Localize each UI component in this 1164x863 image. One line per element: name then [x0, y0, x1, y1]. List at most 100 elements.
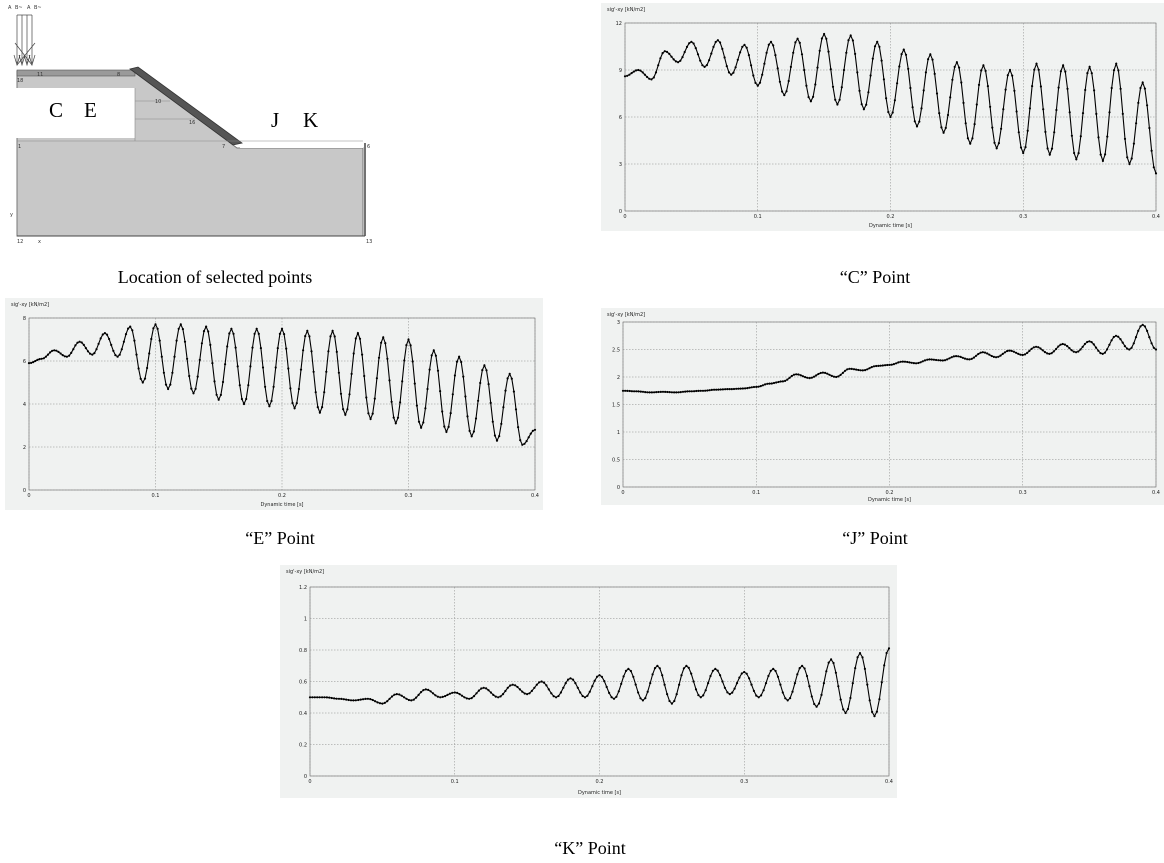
data-point [772, 381, 776, 385]
data-point [249, 365, 252, 368]
data-point [407, 698, 410, 702]
data-point [929, 53, 932, 56]
data-point [347, 698, 350, 702]
data-point [721, 388, 724, 391]
data-point [65, 355, 68, 358]
data-point [358, 337, 362, 340]
data-point [86, 350, 90, 353]
data-point [977, 83, 981, 86]
data-point [110, 343, 113, 346]
data-point [228, 332, 231, 335]
cut-region-right [240, 143, 363, 148]
data-point [403, 696, 406, 699]
data-point [369, 698, 372, 701]
data-point [1039, 85, 1042, 88]
data-point [728, 388, 731, 391]
data-point [559, 691, 562, 694]
data-point [627, 667, 630, 670]
data-point [451, 691, 454, 694]
data-point [533, 686, 536, 689]
chart-e: 0 0.1 0.2 0.3 0.4 0 2 4 6 8 sig'-xy [kN/m2] Dynamic… [11, 302, 539, 508]
data-point [533, 428, 537, 431]
data-point [818, 49, 821, 52]
data-point [424, 688, 427, 691]
data-point [815, 374, 818, 377]
data-point [980, 69, 983, 72]
data-point [930, 358, 933, 361]
data-point [46, 353, 50, 356]
data-point [628, 389, 631, 393]
data-point [679, 59, 682, 62]
data-point [951, 78, 954, 81]
data-point [344, 413, 347, 416]
data-point [768, 382, 771, 385]
data-point [91, 353, 94, 356]
data-point [705, 64, 708, 67]
data-point [255, 327, 258, 330]
data-point [834, 98, 837, 101]
data-point [900, 53, 903, 56]
data-point [871, 710, 874, 713]
data-point [562, 686, 565, 689]
data-point [34, 359, 37, 363]
data-point [822, 682, 826, 685]
data-point [869, 74, 872, 77]
data-point [891, 111, 894, 114]
data-point [716, 669, 719, 672]
data-point [342, 698, 345, 701]
data-point [788, 376, 791, 379]
data-point [1003, 351, 1007, 354]
data-point [752, 689, 755, 692]
data-point [798, 41, 801, 45]
data-point [876, 40, 879, 43]
data-point [738, 676, 741, 679]
data-point [200, 342, 203, 345]
data-point [979, 351, 982, 354]
data-point [1088, 65, 1091, 68]
x-tick-label: 0.3 [405, 493, 413, 499]
data-point [962, 101, 965, 104]
data-point [318, 411, 321, 414]
data-point [230, 327, 233, 330]
data-point [57, 350, 60, 353]
data-point [517, 426, 520, 429]
data-point [238, 384, 241, 387]
data-point [767, 43, 770, 46]
data-point [681, 56, 684, 59]
data-point [350, 372, 353, 375]
data-point [800, 53, 804, 56]
data-point [384, 342, 387, 345]
data-point [1042, 108, 1045, 111]
data-point [306, 329, 309, 332]
data-point [774, 54, 777, 57]
data-point [825, 670, 828, 673]
data-point [678, 683, 681, 686]
data-point [127, 327, 130, 330]
x-tick-label: 0.1 [754, 214, 762, 220]
data-point [1084, 88, 1087, 92]
data-point [1141, 323, 1144, 326]
data-point [1117, 335, 1120, 338]
data-point [858, 89, 861, 92]
data-point [648, 77, 651, 80]
data-point [723, 56, 726, 59]
data-point [152, 327, 155, 330]
data-point [1094, 346, 1098, 349]
data-point [784, 379, 787, 382]
data-point [837, 375, 840, 378]
data-point [148, 352, 151, 355]
data-point [725, 65, 728, 68]
x-tick-label: 0.3 [1019, 214, 1027, 220]
data-point [845, 51, 848, 54]
data-point [527, 436, 530, 439]
data-point [887, 647, 891, 650]
data-point [739, 387, 742, 390]
data-point [754, 81, 757, 84]
data-point [605, 685, 608, 689]
data-point [708, 389, 711, 392]
data-point [931, 58, 934, 61]
data-point [755, 694, 758, 697]
data-point [820, 693, 823, 696]
data-point [681, 390, 685, 393]
data-point [1097, 136, 1100, 139]
